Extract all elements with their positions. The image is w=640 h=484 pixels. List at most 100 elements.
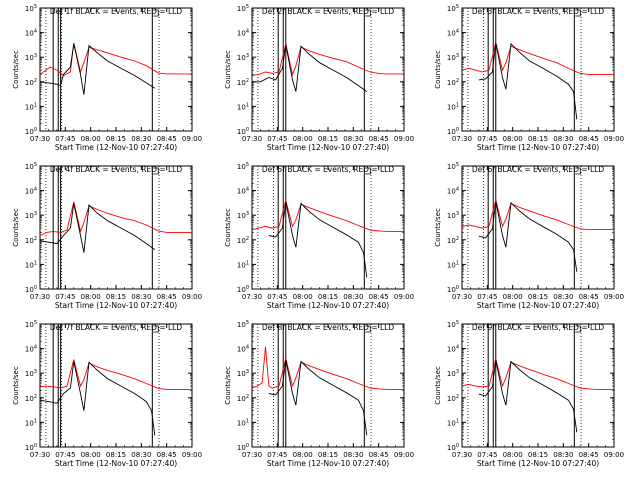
x-tick-label: 08:00 bbox=[293, 135, 313, 143]
x-tick-label: 08:45 bbox=[157, 135, 177, 143]
x-tick-label: 08:30 bbox=[343, 293, 363, 301]
events-series-line bbox=[268, 359, 368, 436]
x-tick-label: 07:45 bbox=[477, 293, 497, 301]
x-tick-label: 08:15 bbox=[106, 293, 126, 301]
y-axis-label: Counts/sec bbox=[434, 50, 442, 89]
x-tick-label: 08:30 bbox=[343, 135, 363, 143]
y-axis-label: Counts/sec bbox=[224, 366, 232, 405]
x-tick-label: 08:45 bbox=[369, 293, 389, 301]
y-tick-label: 101 bbox=[25, 102, 37, 111]
marker-bracket bbox=[153, 325, 159, 333]
x-tick-label: 09:00 bbox=[604, 293, 624, 301]
y-tick-label: 105 bbox=[447, 320, 459, 329]
marker-bracket bbox=[575, 167, 581, 175]
x-tick-label: 09:00 bbox=[182, 293, 202, 301]
y-tick-label: 104 bbox=[25, 187, 37, 196]
x-axis-label: Start Time (12-Nov-10 07:27:40) bbox=[55, 459, 177, 468]
y-tick-label: 102 bbox=[237, 236, 249, 245]
marker-bracket bbox=[365, 167, 371, 175]
plot-frame bbox=[39, 7, 193, 132]
y-tick-label: 100 bbox=[447, 285, 459, 294]
y-tick-label: 102 bbox=[25, 236, 37, 245]
y-tick-label: 100 bbox=[25, 443, 37, 452]
y-tick-label: 104 bbox=[25, 29, 37, 38]
plot-frame bbox=[39, 165, 193, 290]
y-axis-label: Counts/sec bbox=[12, 366, 20, 405]
events-series-line bbox=[39, 203, 156, 253]
x-tick-label: 08:00 bbox=[503, 451, 523, 459]
x-tick-label: 08:45 bbox=[579, 451, 599, 459]
x-tick-label: 08:30 bbox=[131, 451, 151, 459]
lld-series-line bbox=[39, 359, 192, 390]
plot-frame bbox=[251, 7, 405, 132]
x-tick-label: 08:45 bbox=[579, 293, 599, 301]
y-axis-label: Counts/sec bbox=[12, 50, 20, 89]
y-tick-label: 105 bbox=[447, 162, 459, 171]
x-axis-label: Start Time (12-Nov-10 07:27:40) bbox=[55, 301, 177, 310]
chart-title: Det 4f BLACK = Events, RED = LLD bbox=[50, 165, 183, 174]
chart-title: Det 5f BLACK = Events, RED = LLD bbox=[262, 165, 395, 174]
x-tick-label: 08:45 bbox=[157, 293, 177, 301]
y-tick-label: 103 bbox=[25, 53, 37, 62]
y-tick-label: 100 bbox=[237, 285, 249, 294]
y-tick-label: 100 bbox=[25, 127, 37, 136]
y-tick-label: 102 bbox=[237, 394, 249, 403]
lld-series-line bbox=[461, 199, 614, 231]
x-tick-label: 08:45 bbox=[369, 451, 389, 459]
x-tick-label: 07:30 bbox=[452, 293, 472, 301]
y-tick-label: 100 bbox=[237, 443, 249, 452]
x-tick-label: 08:00 bbox=[81, 293, 101, 301]
x-tick-label: 07:45 bbox=[267, 451, 287, 459]
x-tick-label: 07:30 bbox=[452, 451, 472, 459]
y-tick-label: 101 bbox=[447, 102, 459, 111]
y-tick-label: 105 bbox=[237, 320, 249, 329]
y-tick-label: 100 bbox=[447, 443, 459, 452]
x-tick-label: 07:30 bbox=[242, 135, 262, 143]
y-tick-label: 103 bbox=[447, 53, 459, 62]
x-tick-label: 08:15 bbox=[528, 135, 548, 143]
x-tick-label: 08:00 bbox=[81, 451, 101, 459]
chart-panel-5: 100 101 102 103 104 105 07:30 07:45 08:00 08:15 08… bbox=[224, 162, 414, 310]
chart-title: Det 8f BLACK = Events, RED = LLD bbox=[262, 323, 395, 332]
y-tick-label: 104 bbox=[447, 29, 459, 38]
chart-title: Det 3f BLACK = Events, RED = LLD bbox=[472, 7, 605, 16]
y-tick-label: 101 bbox=[237, 102, 249, 111]
marker-bracket bbox=[575, 325, 581, 333]
plot-frame bbox=[39, 323, 193, 448]
chart-title: Det 1f BLACK = Events, RED = LLD bbox=[50, 7, 183, 16]
x-axis-label: Start Time (12-Nov-10 07:27:40) bbox=[267, 301, 389, 310]
y-tick-label: 103 bbox=[237, 53, 249, 62]
x-tick-label: 08:00 bbox=[81, 135, 101, 143]
y-tick-label: 105 bbox=[237, 162, 249, 171]
x-tick-label: 08:00 bbox=[293, 293, 313, 301]
chart-panel-8: 100 101 102 103 104 105 07:30 07:45 08:00 08:15 08… bbox=[224, 320, 414, 468]
x-tick-label: 08:15 bbox=[106, 135, 126, 143]
x-axis-label: Start Time (12-Nov-10 07:27:40) bbox=[477, 301, 599, 310]
chart-title: Det 6f BLACK = Events, RED = LLD bbox=[472, 165, 605, 174]
chart-panel-3: 100 101 102 103 104 105 07:30 07:45 08:00 08:15 08… bbox=[434, 4, 624, 152]
x-tick-label: 09:00 bbox=[182, 451, 202, 459]
x-tick-label: 09:00 bbox=[182, 135, 202, 143]
x-tick-label: 08:15 bbox=[106, 451, 126, 459]
y-axis-label: Counts/sec bbox=[12, 208, 20, 247]
y-tick-label: 102 bbox=[447, 394, 459, 403]
marker-bracket bbox=[365, 9, 371, 17]
y-tick-label: 105 bbox=[447, 4, 459, 13]
y-axis-label: Counts/sec bbox=[434, 366, 442, 405]
x-tick-label: 07:30 bbox=[242, 451, 262, 459]
x-tick-label: 08:00 bbox=[503, 135, 523, 143]
events-series-line bbox=[478, 42, 578, 120]
y-tick-label: 104 bbox=[447, 345, 459, 354]
events-series-line bbox=[39, 43, 156, 95]
x-tick-label: 08:15 bbox=[318, 451, 338, 459]
plot-frame bbox=[461, 7, 615, 132]
x-tick-label: 08:15 bbox=[528, 451, 548, 459]
y-tick-label: 104 bbox=[237, 187, 249, 196]
events-series-line bbox=[478, 360, 578, 433]
events-series-line bbox=[39, 361, 156, 436]
plot-frame bbox=[251, 323, 405, 448]
y-tick-label: 104 bbox=[25, 345, 37, 354]
chart-panel-7: 100 101 102 103 104 105 07:30 07:45 08:00 08:15 08… bbox=[12, 320, 202, 468]
chart-title: Det 9f BLACK = Events, RED = LLD bbox=[472, 323, 605, 332]
